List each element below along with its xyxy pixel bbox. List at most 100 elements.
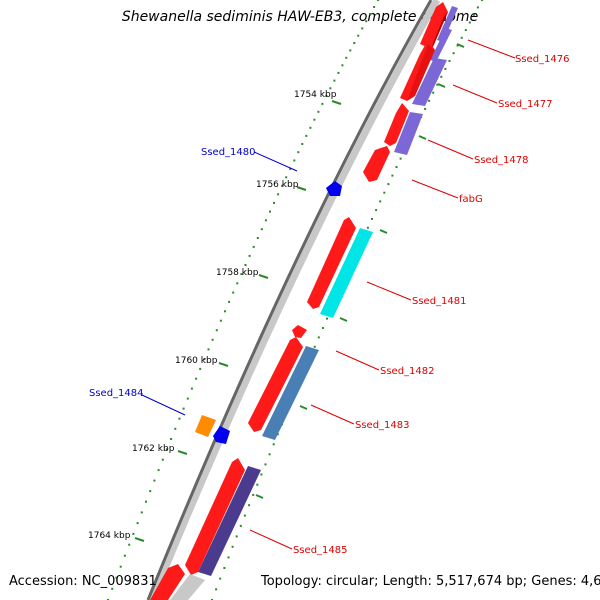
tick-dot — [231, 545, 234, 548]
tick-dot — [195, 377, 198, 380]
tick-dot — [252, 245, 255, 248]
tick-dot — [472, 13, 475, 16]
tick-dot — [309, 126, 312, 129]
gene-ssed-1481-red[interactable] — [307, 217, 356, 309]
tick-dot — [244, 264, 247, 266]
gene-ssed-1484-orange[interactable] — [195, 415, 216, 437]
tick-dot — [228, 300, 231, 303]
tick-dot — [317, 110, 320, 113]
tick-dot — [239, 524, 242, 527]
kbp-label: 1762 kbp — [132, 444, 175, 454]
gene-label-ssed-1477[interactable]: Ssed_1477 — [498, 99, 553, 110]
gene-ssed-1476-purple[interactable] — [430, 6, 458, 62]
tick-dot — [373, 6, 376, 8]
gene-ssed-1481-cyan[interactable] — [320, 228, 373, 318]
tick-dot — [285, 176, 288, 179]
tick-dot — [182, 407, 185, 410]
kbp-scale: 1754 kbp 1756 kbp 1758 kbp 1760 kbp 1762… — [88, 90, 342, 542]
tick-dot — [136, 522, 139, 525]
gene-label-ssed-1481[interactable]: Ssed_1481 — [412, 296, 467, 307]
tick-dot — [333, 79, 336, 82]
tick-dot — [353, 42, 356, 44]
tick-dot — [399, 157, 402, 160]
gene-ssed-1483-red[interactable] — [248, 337, 303, 432]
kbp-tick — [296, 186, 307, 191]
tick-dot — [170, 438, 173, 440]
tick-dot — [357, 34, 360, 37]
tick-dot — [264, 463, 267, 466]
tick-dot — [203, 358, 206, 361]
tick-dot — [111, 587, 114, 590]
gene-ssed-1485-darkpurple[interactable] — [198, 466, 261, 576]
gene-ssed-1480-blue[interactable] — [326, 181, 342, 196]
gene-label-ssed-1485[interactable]: Ssed_1485 — [293, 545, 348, 556]
gene-ssed-1485-red[interactable] — [185, 458, 245, 575]
gene-label-ssed-1476[interactable]: Ssed_1476 — [515, 54, 570, 65]
gene-ssed-1478-red[interactable] — [384, 103, 409, 146]
kbp-tick — [177, 450, 188, 455]
gene-label-ssed-1480[interactable]: Ssed_1480 — [201, 147, 256, 158]
tick-dot — [264, 219, 267, 222]
kbp-tick — [331, 100, 342, 105]
tick-dot — [269, 210, 271, 213]
kbp-tick — [218, 362, 229, 367]
gene-ssed-1476-red[interactable] — [420, 2, 448, 49]
kbp-label: 1754 kbp — [294, 90, 337, 100]
tick-dot — [301, 143, 304, 145]
tick-dot — [468, 21, 471, 24]
kbp-label: 1764 kbp — [88, 531, 131, 541]
tick-dot — [276, 433, 279, 436]
tick-dot — [115, 576, 118, 579]
tick-dot — [444, 67, 447, 70]
gene-ssed-1477-purple[interactable] — [412, 58, 447, 106]
tick-dot — [219, 319, 222, 322]
tick-dot — [260, 473, 263, 476]
tick-dot — [313, 345, 316, 348]
gene-label-ssed-1482[interactable]: Ssed_1482 — [380, 366, 435, 377]
gene-ssed-1484-blue[interactable] — [213, 426, 230, 444]
tick-dot — [268, 453, 271, 456]
gene-label-ssed-1483[interactable]: Ssed_1483 — [355, 420, 410, 431]
tick-dot — [243, 514, 246, 517]
tick-dot — [199, 367, 202, 370]
tick-dot — [476, 6, 479, 9]
gene-ssed-1483-steel[interactable] — [262, 346, 319, 440]
tick-dot — [481, 0, 483, 1]
tick-dot — [452, 52, 455, 55]
tick-dot — [256, 237, 259, 239]
tick-dot — [215, 588, 218, 591]
tick-dot — [337, 71, 340, 74]
gene-ssed-1477-red[interactable] — [400, 40, 435, 101]
gene-ssed-1482-red[interactable] — [292, 325, 307, 338]
gene-bottom-gray[interactable] — [170, 574, 205, 600]
tick-dot — [326, 317, 328, 320]
gene-label-ssed-1478[interactable]: Ssed_1478 — [474, 155, 529, 166]
kbp-label: 1756 kbp — [256, 180, 299, 190]
gene-ssed-1478-purple[interactable] — [394, 112, 423, 155]
tick-dot — [281, 184, 284, 187]
tick-dot — [460, 36, 463, 39]
gene-label-ssed-1484[interactable]: Ssed_1484 — [89, 388, 144, 399]
tick-dot — [211, 338, 214, 341]
tick-dot — [341, 64, 344, 67]
tick-dot — [153, 479, 156, 482]
tick-dot — [289, 167, 292, 170]
gene-bottom-red[interactable] — [150, 564, 185, 600]
tick-dot — [215, 329, 218, 332]
tick-dot — [371, 217, 373, 220]
gene-fabg-red[interactable] — [363, 146, 390, 182]
tick-dot — [456, 44, 459, 47]
tick-dot — [272, 443, 275, 446]
gene-label-fabg[interactable]: fabG — [459, 194, 483, 205]
tick-dot — [365, 20, 368, 23]
tick-dot — [273, 201, 275, 204]
tick-dot — [165, 448, 168, 451]
kbp-label: 1760 kbp — [175, 356, 218, 366]
tick-dot — [375, 209, 378, 212]
tick-dot — [223, 567, 226, 569]
tick-dot — [345, 56, 348, 59]
tick-dot — [321, 102, 324, 105]
tick-dot — [227, 556, 230, 559]
